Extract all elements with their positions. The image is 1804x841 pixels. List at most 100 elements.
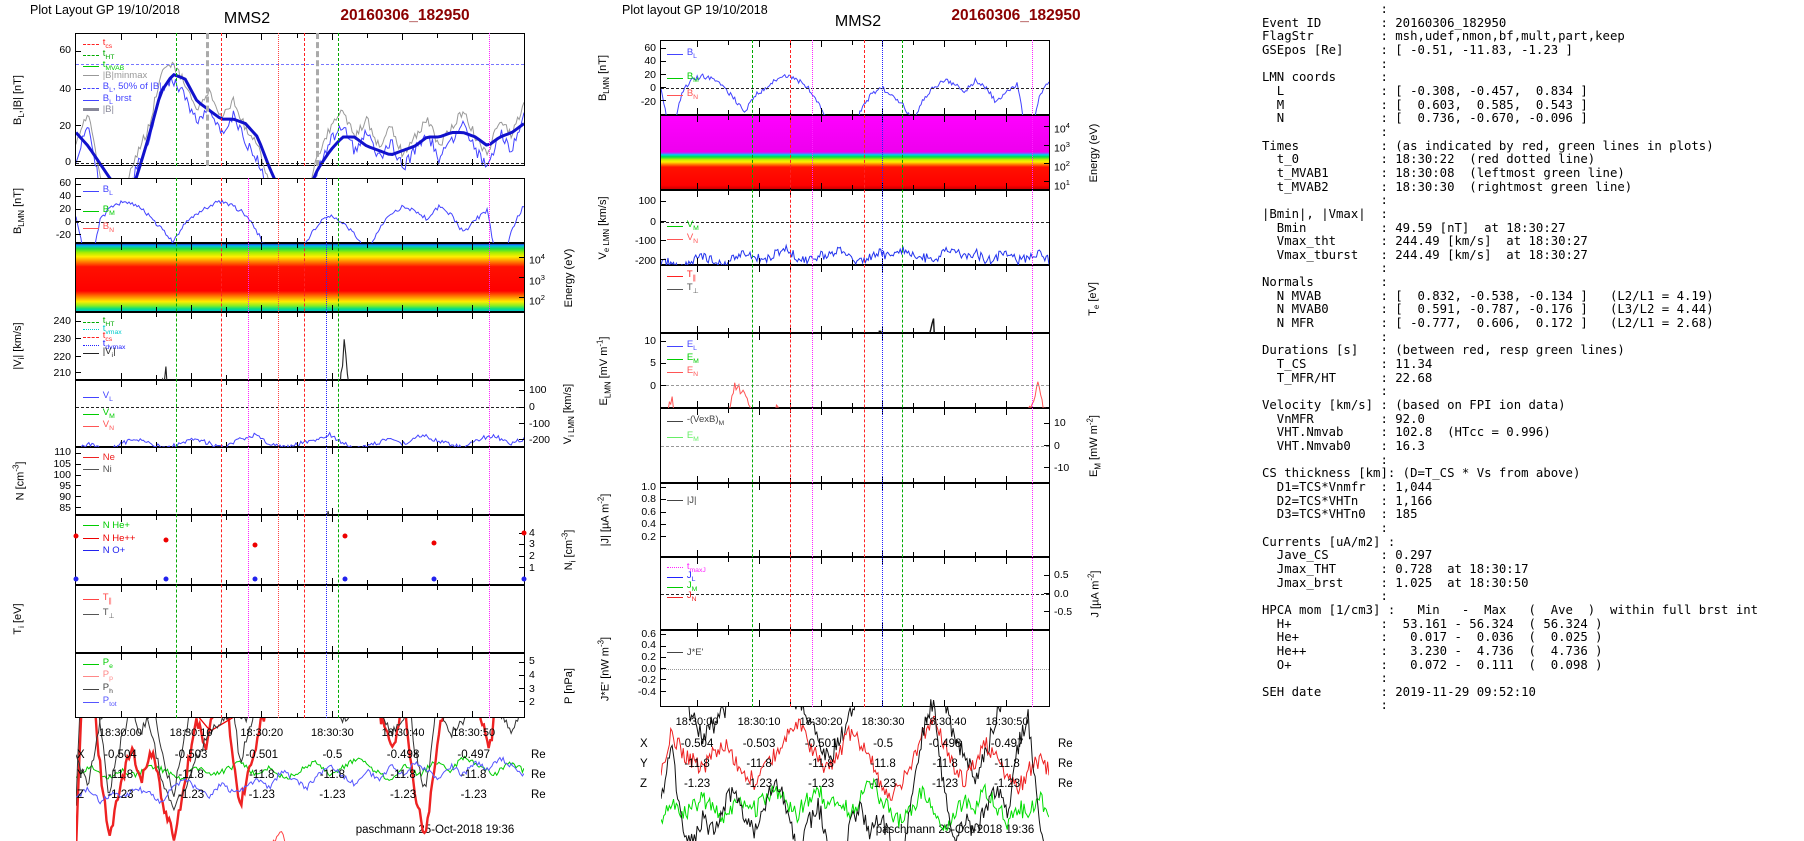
legend-swatch	[666, 77, 683, 79]
time-tick-mark	[759, 108, 761, 114]
ion-temperature-panel[interactable]: T∥ T⊥	[75, 585, 525, 653]
ion-velocity-lmn-panel[interactable]: VL VM VN	[75, 380, 525, 447]
time-tick-mark	[728, 260, 730, 264]
electron-velocity-panel[interactable]: VM VN	[660, 190, 1050, 265]
y-tick-mark	[1044, 144, 1049, 146]
y-axis-label-right: EM [mW m-2]	[1085, 414, 1103, 477]
legend-label: Ptot	[102, 694, 117, 708]
y-tick-mark	[519, 701, 524, 703]
legend-entry: |Vi|	[82, 347, 116, 360]
time-tick-mark	[697, 623, 699, 629]
time-tick-mark	[120, 586, 122, 592]
time-tick-mark	[728, 403, 730, 407]
marker-NOp	[252, 576, 258, 582]
time-tick-mark	[366, 510, 368, 514]
legend-label: BM	[102, 204, 115, 218]
current-lmn-panel[interactable]: tmaxJ JL JM JN	[660, 557, 1050, 630]
time-tick-mark	[851, 266, 853, 270]
time-tick-mark	[697, 183, 699, 189]
em-comparison-panel[interactable]: -(VexB)M EM	[660, 408, 1050, 483]
time-tick-mark	[944, 191, 946, 197]
time-tick-mark	[402, 711, 404, 717]
electron-energy-spectrogram[interactable]	[660, 115, 1050, 190]
time-tick-mark	[944, 409, 946, 415]
pos-value: -0.501	[804, 738, 838, 750]
legend-label: T⊥	[686, 282, 699, 296]
time-tick-mark	[437, 179, 439, 183]
ytick-label: 0	[65, 216, 71, 229]
pos-row-label: Z	[640, 778, 648, 790]
middle-figure-event-id: 20160306_182950	[951, 7, 1081, 24]
time-tick-mark	[366, 34, 368, 38]
y-axis-label: Ti [eV]	[11, 603, 27, 635]
y-axis-label-right: Ni [cm-3]	[560, 529, 578, 571]
series-JM	[661, 779, 1049, 830]
y-tick-mark	[519, 544, 524, 546]
pos-value: -1.23	[993, 778, 1021, 790]
ref-line	[661, 593, 1049, 595]
electron-temperature-panel[interactable]: T∥ T⊥	[660, 265, 1050, 333]
legend-entry: EN	[666, 366, 698, 379]
time-tick-mark	[402, 179, 404, 185]
ion-energy-spectrogram[interactable]	[75, 243, 525, 312]
time-tick-mark	[913, 403, 915, 407]
time-tick-mark	[789, 552, 791, 556]
time-tick-mark	[437, 510, 439, 514]
time-tick-mark	[759, 401, 761, 407]
ion-speed-panel[interactable]: tHT tvmax tcs tdvmax |Vi|	[75, 312, 525, 380]
ytick-label-right: 0	[529, 400, 535, 413]
pressure-panel[interactable]: Pe Pp Ph Ptot	[75, 653, 525, 718]
b-lmn-panel[interactable]: BL BM BN	[75, 178, 525, 243]
time-tick-mark	[1005, 41, 1007, 47]
joule-dissipation-panel[interactable]: J*E'	[660, 630, 1050, 707]
time-tick-mark	[851, 185, 853, 189]
legend-entry: EM	[666, 353, 699, 366]
time-tick-mark	[366, 381, 368, 385]
legend-swatch	[82, 353, 99, 355]
y-tick-mark	[76, 208, 81, 210]
ytick-label: 0.2	[641, 531, 656, 544]
legend-label: tHT	[102, 48, 115, 61]
ytick-label-right: -200	[529, 434, 551, 447]
time-tick-label: 18:30:30	[861, 716, 905, 728]
time-tick-mark	[882, 476, 884, 482]
legend-label: EL	[686, 338, 697, 352]
ytick-label-right: 104	[529, 251, 545, 267]
e-field-panel[interactable]: EL EM EN	[660, 333, 1050, 408]
time-tick-mark	[366, 179, 368, 183]
b-field-panel[interactable]: tcs tHT tMVAB |B|minmax BL, 50% of |B| BL brs…	[75, 33, 525, 166]
time-tick-mark	[155, 307, 157, 311]
time-tick-mark	[261, 654, 263, 660]
time-tick-mark	[226, 648, 228, 652]
time-tick-mark	[759, 631, 761, 637]
time-tick-label: 18:30:40	[923, 716, 967, 728]
time-tick-mark	[974, 702, 976, 706]
info-line: VHT.Nmvab : 102.8 (HTcc = 0.996)	[1262, 425, 1551, 440]
legend-label: BL	[686, 47, 697, 61]
ytick-label: 95	[59, 479, 71, 492]
pressure-panel-svg	[76, 654, 524, 841]
legend-entry: tMVAB	[82, 60, 124, 73]
time-tick-mark	[226, 375, 228, 379]
time-tick-mark	[789, 328, 791, 332]
ytick-label: 20	[59, 203, 71, 216]
time-tick-mark	[226, 381, 228, 385]
legend-entry: BL brst	[82, 93, 131, 107]
minor-ion-density-panel[interactable]: N He+ N He++ N O+	[73, 515, 527, 585]
info-line: He++ : 3.230 - 4.736 ( 4.736 )	[1262, 643, 1603, 658]
current-magnitude-panel[interactable]: |J|	[660, 483, 1050, 557]
legend-swatch	[82, 457, 99, 459]
time-tick-mark	[728, 328, 730, 332]
info-line: Jmax_brst : 1.025 at 18:30:50	[1262, 575, 1529, 590]
time-tick-mark	[820, 258, 822, 264]
time-tick-mark	[261, 578, 263, 584]
b-lmn-panel[interactable]: BL BM BN	[660, 40, 1050, 115]
time-tick-mark	[296, 313, 298, 317]
time-tick-mark	[728, 191, 730, 195]
time-tick-mark	[851, 328, 853, 332]
density-panel[interactable]: Ne Ni	[75, 447, 525, 515]
info-line: FlagStr : msh,udef,nmon,bf,mult,part,kee…	[1262, 29, 1625, 44]
time-tick-mark	[851, 625, 853, 629]
legend-label: BN	[686, 88, 699, 102]
info-line: GSEpos [Re] : [ -0.51, -11.83, -1.23 ]	[1262, 42, 1573, 57]
